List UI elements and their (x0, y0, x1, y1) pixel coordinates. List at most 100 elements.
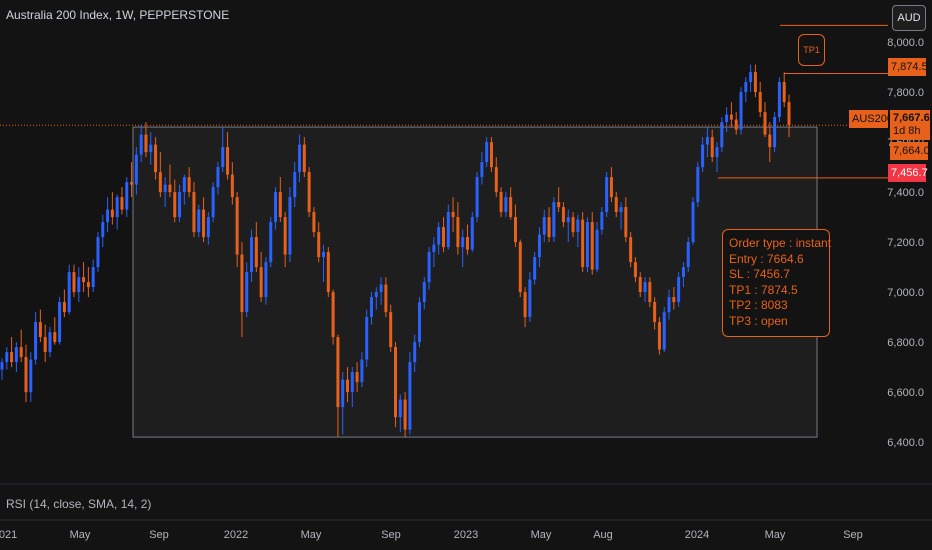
candle-body (720, 122, 724, 148)
candle-body (259, 267, 263, 298)
candle-body (614, 197, 618, 213)
candle-body (629, 237, 633, 263)
candle-body (557, 202, 561, 208)
candle-body (566, 217, 570, 223)
candle-body (293, 172, 297, 198)
price-axis[interactable]: 6,400.0 6,600.0 6,800.0 7,000.0 7,200.0 7,400… (887, 37, 924, 449)
candle-body (456, 217, 460, 248)
order-type-line: Order type : instant (729, 236, 832, 250)
candle-body (427, 252, 431, 283)
time-tick-label: 2024 (685, 529, 709, 541)
candle-body (734, 119, 738, 130)
candle-body (533, 257, 537, 280)
candle-body (609, 177, 613, 198)
tp1-line-text: TP1 : 7874.5 (729, 282, 798, 297)
time-tick-label: May (531, 529, 552, 541)
currency-button[interactable]: AUD (892, 5, 926, 31)
symbol-tag: AUS200 (849, 110, 893, 128)
candle-body (705, 137, 709, 145)
candle-body (326, 252, 330, 293)
rsi-indicator-label[interactable]: RSI (14, close, SMA, 14, 2) (6, 497, 152, 511)
candle-body (192, 192, 196, 233)
candle-body (379, 284, 383, 293)
candle-body (182, 177, 186, 193)
range-box (132, 126, 818, 438)
candle-body (34, 322, 38, 360)
candle-body (274, 192, 278, 223)
candle-body (19, 347, 23, 358)
candle-body (605, 177, 609, 213)
candle-body (413, 342, 417, 363)
candle-body (115, 197, 119, 218)
candle-body (86, 282, 90, 288)
candle-body (672, 297, 676, 303)
price-tick-label: 7,000.0 (887, 287, 924, 299)
candle-body (633, 262, 637, 278)
candle-body (163, 184, 167, 193)
candle-body (686, 242, 690, 268)
candle-body (504, 197, 508, 213)
candle-body (590, 222, 594, 270)
candle-body (10, 352, 14, 363)
candle-body (437, 227, 441, 245)
candle-body (144, 134, 148, 153)
trade-info-box: Order type : instant Entry : 7664.6 SL :… (722, 229, 832, 337)
entry-line: Entry : 7664.6 (729, 251, 804, 266)
candle-body (758, 92, 762, 113)
candle-body (235, 197, 239, 255)
candle-body (355, 372, 359, 383)
candle-body (370, 297, 374, 318)
price-tick-label: 6,800.0 (887, 337, 924, 349)
candle-body (595, 229, 599, 270)
candle-body (67, 272, 71, 313)
candle-body (91, 267, 95, 288)
time-axis[interactable]: 2021 May Sep 2022 May Sep 2023 May Aug 2024 May Sep (0, 529, 863, 541)
candle-body (96, 237, 100, 268)
candle-body (662, 312, 666, 350)
candle-body (753, 72, 757, 93)
candle-body (202, 209, 206, 238)
time-tick-label: Sep (381, 529, 401, 541)
candle-body (691, 202, 695, 243)
candle-body (773, 117, 777, 148)
candle-body (537, 234, 541, 258)
time-tick-label: 2023 (454, 529, 478, 541)
candle-body (461, 237, 465, 248)
candle-body (226, 147, 230, 175)
candle-body (221, 147, 225, 168)
candle-body (451, 212, 455, 218)
candle-body (5, 352, 9, 363)
candle-body (264, 262, 268, 298)
candle-body (763, 112, 767, 135)
candle-body (782, 82, 786, 103)
candle-body (43, 337, 47, 353)
candle-body (677, 277, 681, 303)
candle-body (552, 202, 556, 238)
candle-body (513, 217, 517, 243)
candle-body (739, 92, 743, 130)
candle-body (643, 282, 647, 293)
candle-body (336, 337, 340, 408)
candle-body (365, 317, 369, 360)
candle-body (298, 144, 302, 173)
candle-body (130, 182, 134, 185)
candle-body (768, 134, 772, 148)
sl-line-text: SL : 7456.7 (729, 267, 790, 281)
candle-body (667, 297, 671, 313)
candle-body (24, 357, 28, 393)
candle-body (53, 332, 57, 343)
candle-body (542, 217, 546, 235)
candle-body (403, 399, 407, 430)
candle-body (465, 237, 469, 250)
tp1-price-tag: 7,874.5 (888, 58, 928, 76)
candle-body (178, 192, 182, 218)
last-price-tag: 7,667.6 1d 8h (890, 110, 930, 140)
tp3-line-text: TP3 : open (729, 313, 788, 328)
time-tick-label: 2021 (0, 529, 17, 541)
tp1-badge: TP1 (798, 34, 825, 66)
candle-body (408, 362, 412, 430)
candle-body (230, 174, 234, 198)
candle-body (211, 187, 215, 218)
price-tick-label: 6,400.0 (887, 437, 924, 449)
candle-body (470, 217, 474, 250)
